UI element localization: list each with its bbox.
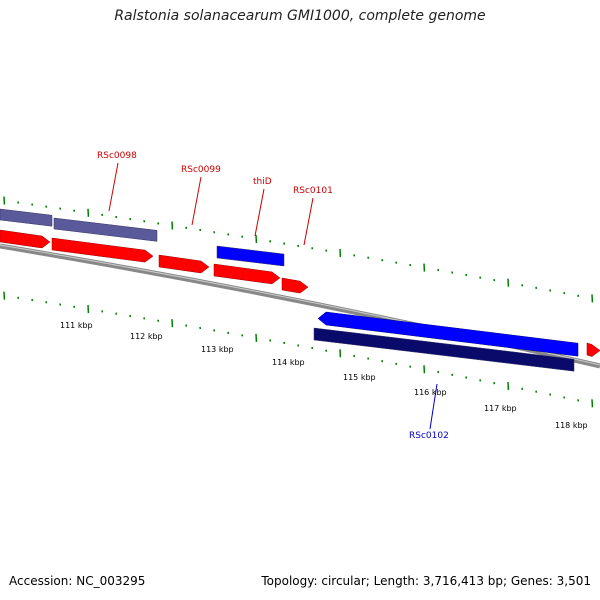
blue-feature bbox=[216, 245, 285, 267]
forward-cds-arrow bbox=[281, 277, 309, 294]
topology-text: Topology: circular; Length: 3,716,413 bp… bbox=[261, 574, 591, 588]
forward-cds-arrow bbox=[158, 254, 210, 274]
reverse-cds-arrow bbox=[317, 311, 579, 357]
scale-label: 111 kbp bbox=[60, 321, 93, 330]
gene-label: RSc0102 bbox=[409, 431, 449, 441]
scale-label: 117 kbp bbox=[484, 404, 517, 413]
gene-features bbox=[0, 208, 600, 372]
outer-feature bbox=[0, 208, 53, 227]
scale-label: 113 kbp bbox=[201, 345, 234, 354]
scale-label: 112 kbp bbox=[130, 332, 163, 341]
accession-text: Accession: NC_003295 bbox=[9, 574, 146, 588]
gene-labels: RSc0098 RSc0099 thiD RSc0101 RSc0102 bbox=[97, 151, 449, 441]
gene-label: RSc0101 bbox=[293, 186, 333, 196]
outer-feature bbox=[53, 217, 158, 242]
scale-labels: 111 kbp 112 kbp 113 kbp 114 kbp 115 kbp 116 k… bbox=[60, 321, 588, 430]
forward-cds-arrow bbox=[0, 229, 51, 249]
scale-label: 118 kbp bbox=[555, 421, 588, 430]
gene-label: RSc0099 bbox=[181, 165, 221, 175]
map-title: Ralstonia solanacearum GMI1000, complete… bbox=[114, 8, 486, 24]
forward-cds-arrow bbox=[586, 342, 600, 357]
gene-leader-line bbox=[303, 197, 314, 246]
inner-feature bbox=[313, 327, 575, 372]
gene-label: thiD bbox=[253, 177, 272, 187]
gene-leader-line bbox=[429, 383, 438, 430]
scale-label: 114 kbp bbox=[272, 358, 305, 367]
gene-leader-line bbox=[254, 188, 265, 237]
gene-label: RSc0098 bbox=[97, 151, 137, 161]
scale-label: 116 kbp bbox=[414, 388, 447, 397]
scale-label: 115 kbp bbox=[343, 373, 376, 382]
tick-marks bbox=[3, 196, 594, 408]
gene-leader-line bbox=[191, 176, 202, 226]
forward-cds-arrow bbox=[51, 237, 154, 263]
gene-leader-line bbox=[108, 162, 119, 212]
forward-cds-arrow bbox=[213, 263, 281, 285]
